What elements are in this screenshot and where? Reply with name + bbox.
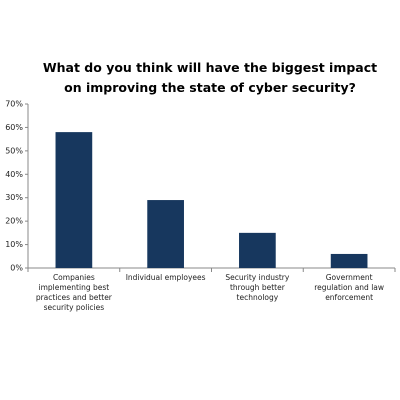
x-tick-label-box: Individual employees [125,273,206,282]
bar [147,200,184,268]
x-tick-label: Security industry through better technol… [225,273,290,302]
x-tick-label-box: Government regulation and law enforcemen… [314,273,385,302]
y-tick-label: 70% [5,100,23,109]
y-tick-label: 50% [5,146,23,155]
chart-title: What do you think will have the biggest … [42,60,378,95]
x-tick-label: Companies implementing best practices an… [35,273,112,312]
y-tick-label: 20% [5,217,23,226]
y-tick-label: 40% [5,170,23,179]
y-tick-label: 10% [5,240,23,249]
x-tick-label-box: Security industry through better technol… [225,273,290,302]
bar [239,232,276,268]
y-tick-label: 60% [5,123,23,132]
x-tick-label: Government regulation and law enforcemen… [314,273,385,302]
bar [55,132,93,268]
bar [330,253,368,268]
chart-title-box: What do you think will have the biggest … [42,60,378,95]
y-tick-label: 30% [5,193,23,202]
x-tick-label-box: Companies implementing best practices an… [35,273,112,312]
x-tick-label: Individual employees [125,273,206,282]
y-tick-label: 0% [10,264,23,273]
